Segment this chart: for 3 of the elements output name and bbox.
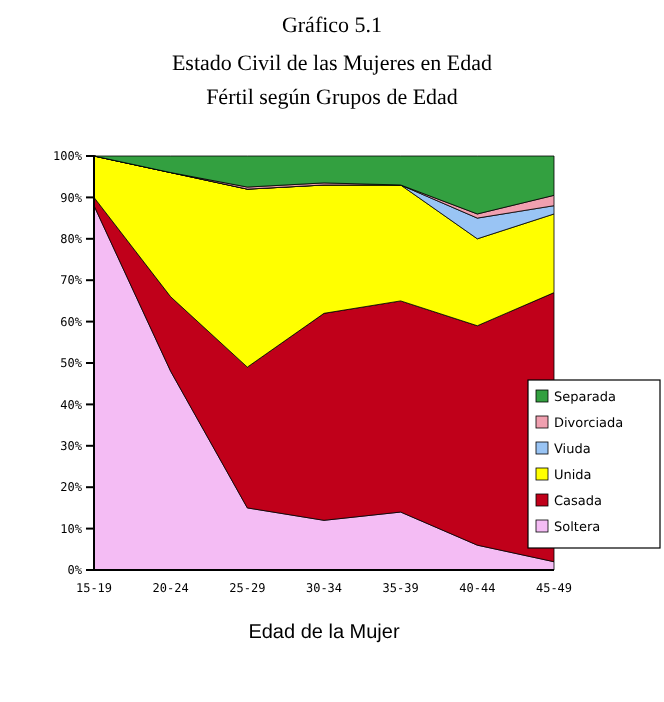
chart-subtitle: Estado Civil de las Mujeres en Edad Fértil según Grupos de Edad [171, 52, 494, 110]
x-axis-title: Edad de la Mujer [248, 622, 401, 644]
chart-title: Gráfico 5.1 [281, 14, 383, 38]
